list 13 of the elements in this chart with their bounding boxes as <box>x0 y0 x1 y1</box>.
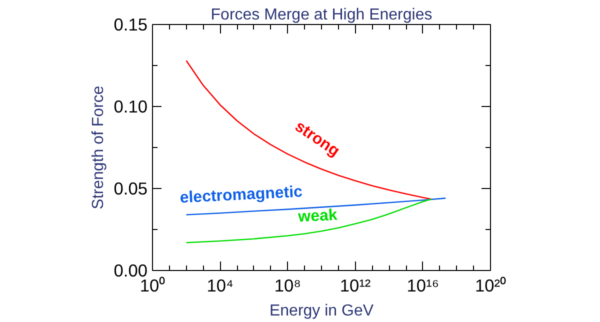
y-axis-title: Strength of Force <box>90 86 107 210</box>
y-tick-label: 0.05 <box>114 178 148 198</box>
x-tick-label: 10²⁰ <box>474 276 506 296</box>
series-label: electromagnetic <box>179 184 303 207</box>
x-tick-label: 10⁸ <box>274 276 301 296</box>
series-label: weak <box>296 206 338 226</box>
x-tick-label: 10¹² <box>340 276 371 296</box>
x-tick-label: 10¹⁶ <box>406 276 439 296</box>
y-tick-label: 0.10 <box>114 96 148 116</box>
chart-title: Forces Merge at High Energies <box>210 6 432 24</box>
y-tick-label: 0.15 <box>114 14 148 34</box>
x-axis-title: Energy in GeV <box>269 302 374 320</box>
x-tick-label: 10⁴ <box>206 276 234 296</box>
